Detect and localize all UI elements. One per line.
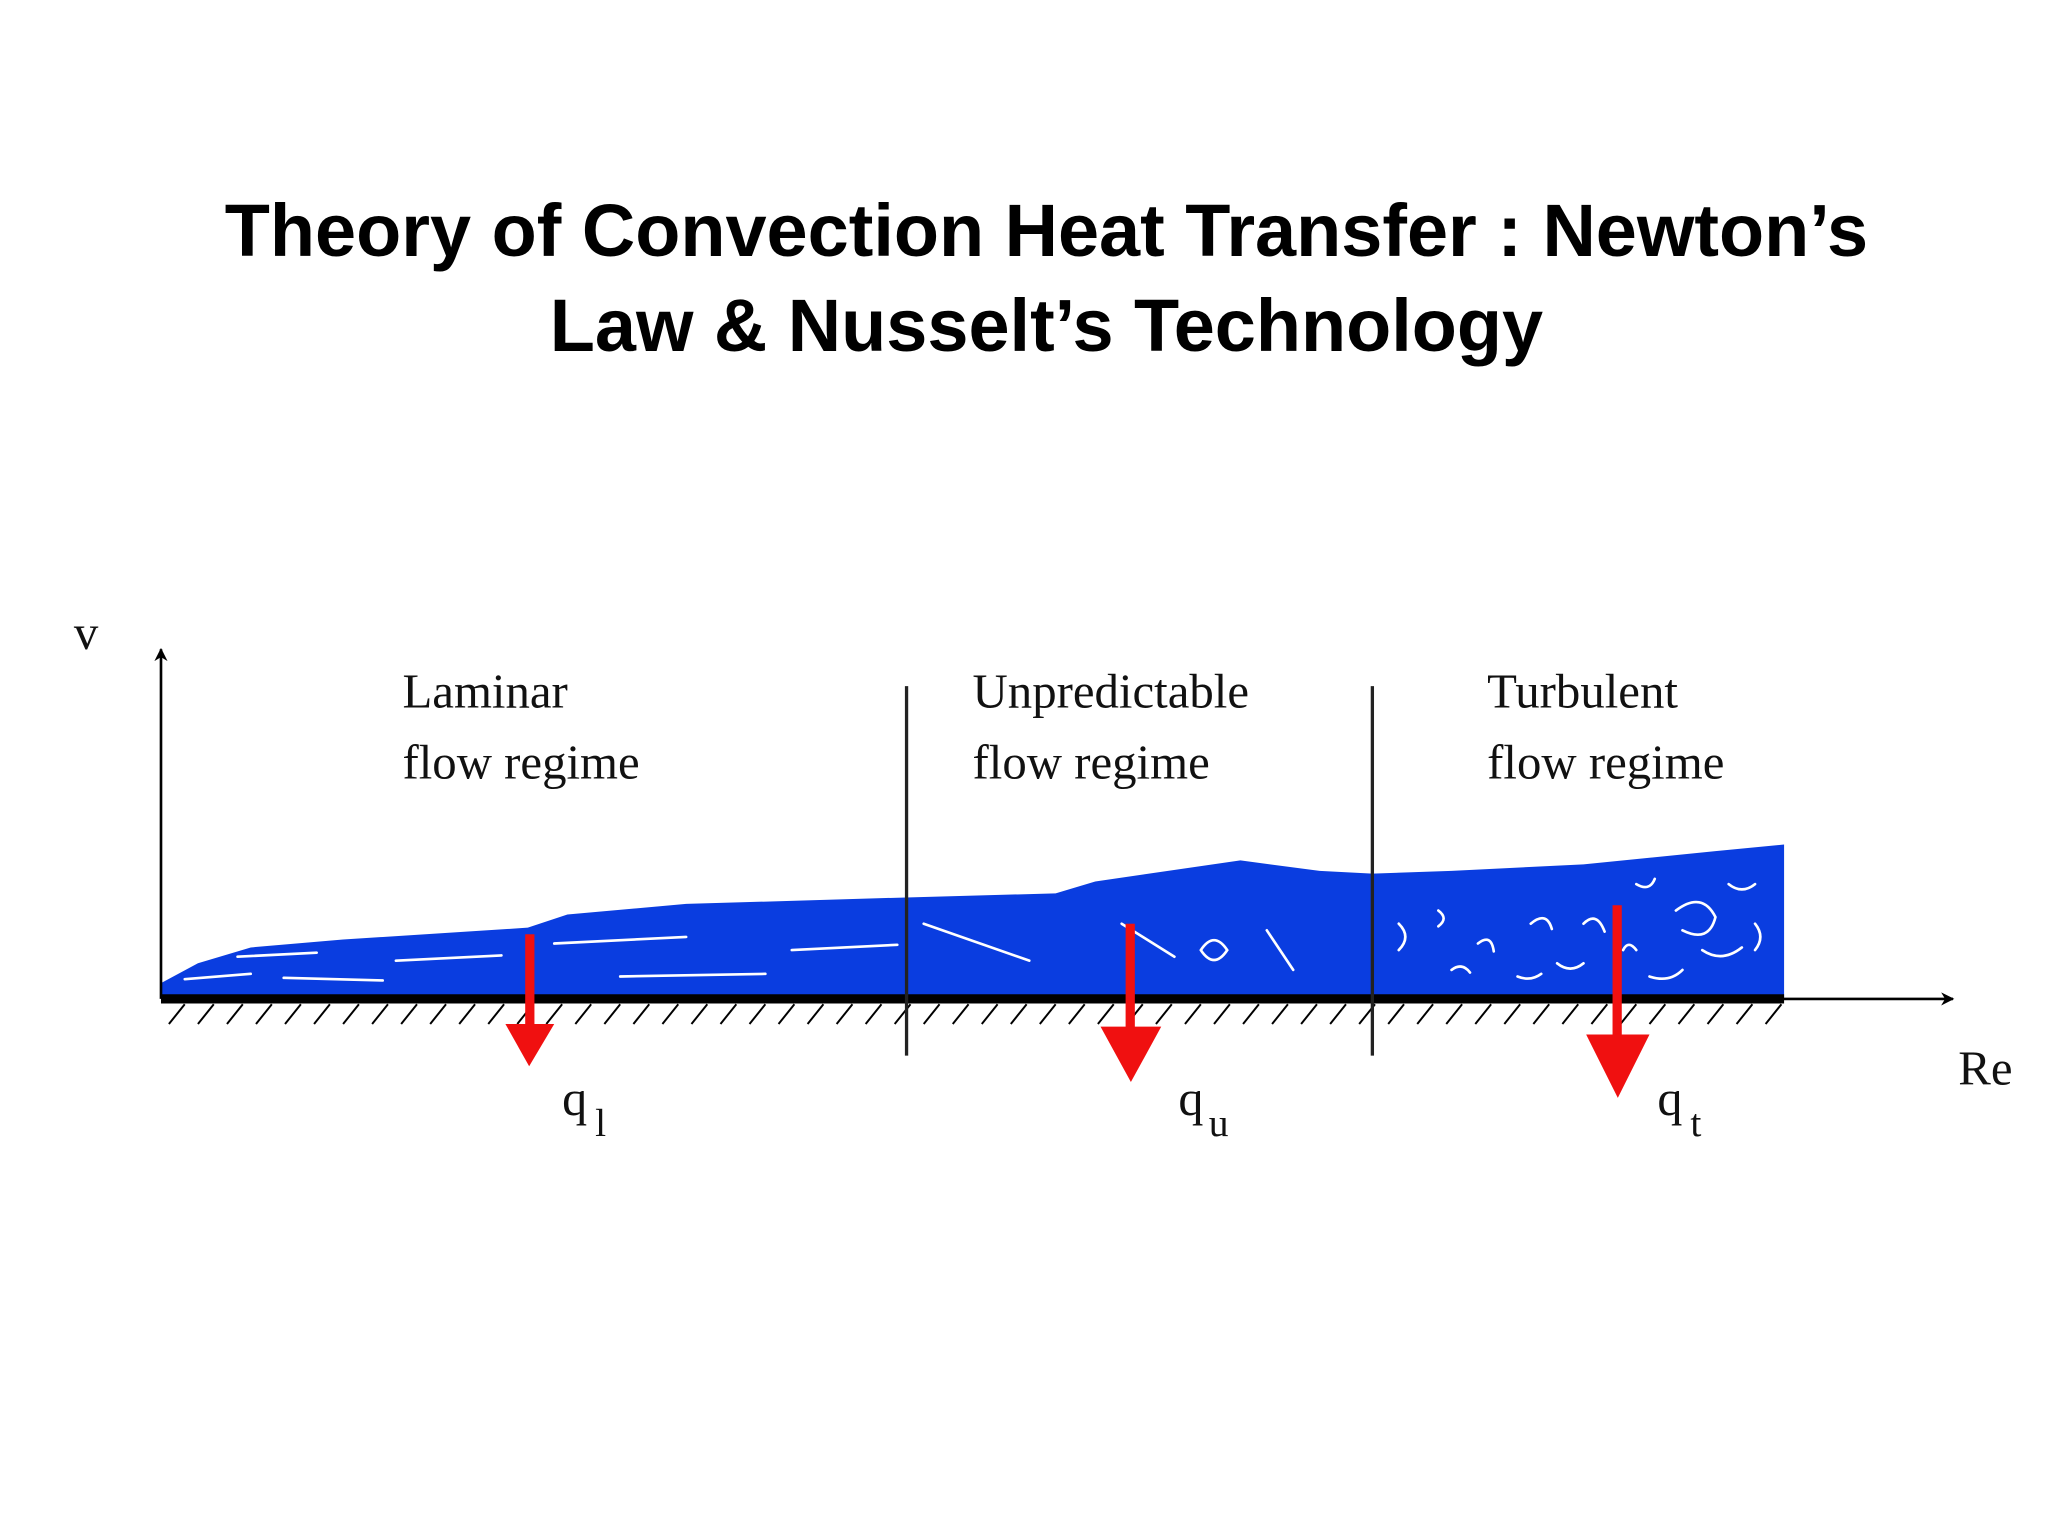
- arrow-shaft: [1612, 905, 1622, 1038]
- hatch-line: [951, 1003, 970, 1025]
- title-line: Theory of Convection Heat Transfer : New…: [225, 189, 1868, 272]
- hatch-line: [1532, 1003, 1550, 1025]
- hatch-line: [1300, 1003, 1318, 1025]
- hatch-line: [1677, 1003, 1696, 1025]
- hatch-line: [487, 1003, 505, 1025]
- hatch-line: [719, 1003, 738, 1025]
- hatch-line: [806, 1003, 825, 1025]
- hatch-line: [1184, 1003, 1202, 1025]
- hatch-line: [1329, 1003, 1347, 1025]
- hatch-line: [1242, 1003, 1260, 1025]
- flux-symbol: q: [1178, 1070, 1203, 1126]
- hatch-line: [1503, 1003, 1521, 1025]
- hatch-line: [1271, 1003, 1289, 1025]
- regime-label: Turbulent: [1487, 663, 1678, 718]
- hatch-line: [400, 1003, 418, 1025]
- arrow-head: [505, 1024, 555, 1067]
- hatch-line: [1097, 1003, 1115, 1025]
- regime-label: flow regime: [973, 735, 1210, 790]
- hatch-line: [1068, 1003, 1086, 1025]
- hatch-line: [197, 1003, 215, 1025]
- hatch-line: [1010, 1003, 1028, 1025]
- flux-subscript: t: [1690, 1101, 1701, 1145]
- y-axis-label: v: [74, 605, 99, 660]
- x-axis-label: Re: [1958, 1041, 2012, 1096]
- hatch-line: [748, 1003, 767, 1025]
- hatch-line: [1619, 1003, 1638, 1025]
- arrow-head: [1100, 1026, 1162, 1083]
- hatch-line: [226, 1003, 244, 1025]
- arrow-shaft: [1125, 923, 1135, 1030]
- hatch-line: [168, 1003, 186, 1025]
- hatch-line: [1735, 1003, 1754, 1025]
- hatch-line: [371, 1003, 389, 1025]
- hatch-line: [1648, 1003, 1667, 1025]
- hatch-line: [255, 1003, 273, 1025]
- hatch-line: [1155, 1003, 1173, 1025]
- regime-label: flow regime: [402, 735, 639, 790]
- hatch-line: [545, 1003, 563, 1025]
- hatch-line: [661, 1003, 680, 1025]
- hatch-line: [1561, 1003, 1579, 1025]
- hatch-line: [1213, 1003, 1231, 1025]
- hatch-line: [313, 1003, 331, 1025]
- flux-subscript: u: [1209, 1101, 1229, 1145]
- flow-streaks: [183, 877, 1762, 982]
- regime-label: Laminar: [402, 663, 567, 718]
- hatch-line: [1590, 1003, 1609, 1025]
- flux-symbol: q: [1657, 1070, 1682, 1126]
- hatch-line: [1387, 1003, 1405, 1025]
- hatch-line: [922, 1003, 941, 1025]
- hatch-line: [1706, 1003, 1725, 1025]
- hatch-line: [1445, 1003, 1463, 1025]
- heat-flux-arrows: [505, 905, 1650, 1098]
- regime-label: Unpredictable: [973, 663, 1249, 718]
- hatch-line: [458, 1003, 476, 1025]
- hatch-line: [1764, 1003, 1783, 1025]
- hatch-line: [284, 1003, 302, 1025]
- wall-hatching: [168, 1003, 1783, 1025]
- hatch-line: [981, 1003, 999, 1025]
- title-line: Law & Nusselt’s Technology: [550, 284, 1543, 367]
- hatch-line: [777, 1003, 796, 1025]
- hatch-line: [342, 1003, 360, 1025]
- hatch-line: [632, 1003, 651, 1025]
- hatch-line: [835, 1003, 854, 1025]
- hatch-line: [429, 1003, 447, 1025]
- hatch-line: [603, 1003, 621, 1025]
- hatch-line: [574, 1003, 592, 1025]
- hatch-line: [1039, 1003, 1057, 1025]
- flux-subscript: l: [595, 1101, 606, 1145]
- hatch-line: [1416, 1003, 1434, 1025]
- flux-symbol: q: [562, 1070, 587, 1126]
- hatch-line: [1474, 1003, 1492, 1025]
- regime-label: flow regime: [1487, 735, 1724, 790]
- arrow-shaft: [525, 934, 535, 1027]
- arrow-head: [1586, 1034, 1650, 1098]
- fluid-layer: [160, 844, 1785, 999]
- hatch-line: [690, 1003, 709, 1025]
- hatch-line: [864, 1003, 883, 1025]
